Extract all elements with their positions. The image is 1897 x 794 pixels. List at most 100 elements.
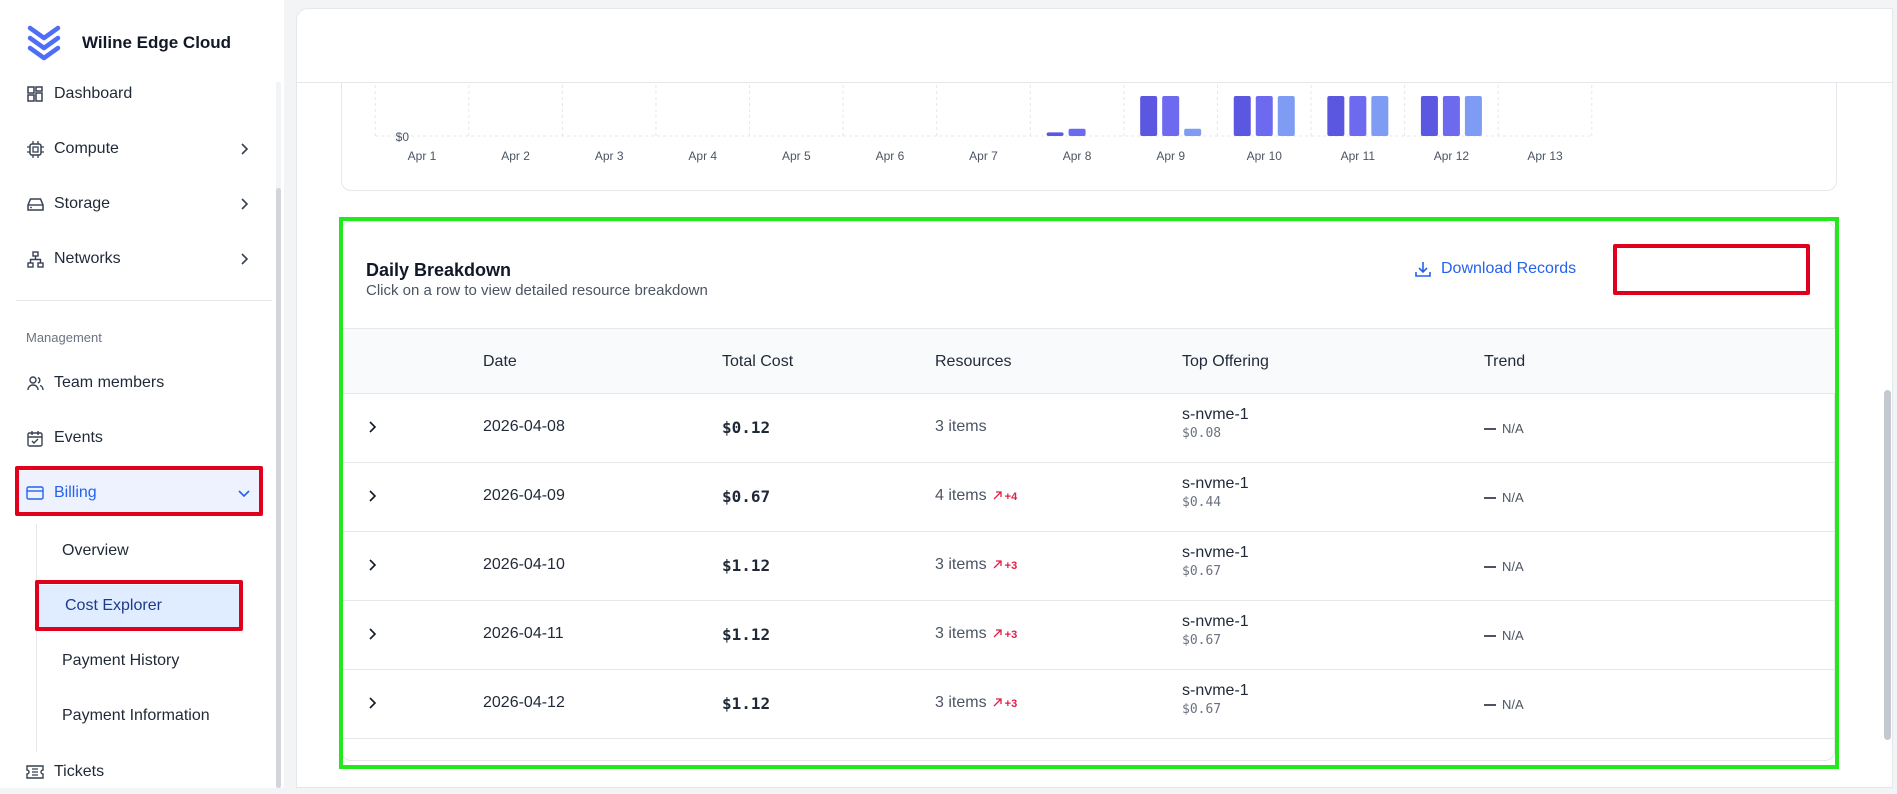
row-resources-count: 3 items xyxy=(935,625,987,642)
chart-bar[interactable] xyxy=(1442,95,1460,136)
chart-bar[interactable] xyxy=(1140,95,1158,136)
row-date: 2026-04-10 xyxy=(483,556,565,573)
chevron-right-icon xyxy=(241,253,249,265)
x-tick-label: Apr 7 xyxy=(969,149,998,163)
row-offering-name: s-nvme-1 xyxy=(1182,613,1249,630)
chart-bar[interactable] xyxy=(1162,95,1180,136)
download-records-button[interactable]: Download Records xyxy=(1414,260,1576,278)
chevron-right-icon[interactable] xyxy=(365,489,379,503)
download-records-label: Download Records xyxy=(1441,260,1577,277)
row-date: 2026-04-12 xyxy=(483,694,565,711)
dash-icon xyxy=(1484,634,1496,637)
chart-bar[interactable] xyxy=(1349,95,1367,136)
sidebar-item-compute[interactable]: Compute xyxy=(16,127,262,171)
chart-bar[interactable] xyxy=(1233,95,1251,136)
row-resources-delta-value: +4 xyxy=(1004,491,1018,503)
ticket-icon xyxy=(26,763,44,781)
chevron-right-icon xyxy=(241,143,249,155)
users-icon xyxy=(26,374,44,392)
row-trend: N/A xyxy=(1484,697,1524,712)
column-header-resources: Resources xyxy=(935,353,1012,370)
sidebar-scrollbar-thumb[interactable] xyxy=(276,188,281,788)
sidebar-section-label: Management xyxy=(26,330,102,345)
table-row[interactable]: 2026-04-10 $1.12 3 items +3 s-nvme-1 $0.67 N/… xyxy=(343,532,1835,601)
row-date: 2026-04-11 xyxy=(483,625,564,642)
sidebar-item-events[interactable]: Events xyxy=(16,416,262,460)
sidebar-item-networks[interactable]: Networks xyxy=(16,237,262,281)
chart-bar[interactable] xyxy=(1420,95,1438,136)
sidebar-item-billing[interactable]: Billing xyxy=(16,471,262,515)
highlight-billing xyxy=(15,466,263,516)
sidebar-item-label: Events xyxy=(54,429,103,446)
row-resources-count: 3 items xyxy=(935,694,987,711)
row-offering-name: s-nvme-1 xyxy=(1182,406,1249,423)
sidebar-subitem-overview[interactable]: Overview xyxy=(46,530,246,572)
main-content: $0 Apr 1 Apr 2 Apr 3 Apr 4 Apr 5 Apr 6 Apr 7 Apr… xyxy=(296,8,1893,788)
row-resources-delta: +3 xyxy=(993,560,1017,572)
chart-bar[interactable] xyxy=(1327,95,1345,136)
chart-bar[interactable] xyxy=(1371,95,1389,136)
cost-bar-chart: $0 Apr 1 Apr 2 Apr 3 Apr 4 Apr 5 Apr 6 Apr 7 Apr… xyxy=(374,49,1593,163)
calendar-icon xyxy=(26,429,44,447)
table-row[interactable]: 2026-04-11 $1.12 3 items +3 s-nvme-1 $0.67 N/… xyxy=(343,601,1835,670)
breakdown-subtitle: Click on a row to view detailed resource… xyxy=(366,282,708,299)
sidebar-divider xyxy=(16,300,272,301)
row-trend: N/A xyxy=(1484,421,1524,436)
sidebar-item-tickets[interactable]: Tickets xyxy=(16,750,262,794)
highlight-daily-breakdown xyxy=(339,217,1839,769)
table-row[interactable]: 2026-04-08 $0.12 3 items s-nvme-1 $0.08 N/A xyxy=(343,394,1835,463)
chart-bar[interactable] xyxy=(1068,128,1086,136)
storage-icon xyxy=(26,195,44,213)
network-icon xyxy=(26,250,44,268)
row-trend-value: N/A xyxy=(1502,421,1524,436)
sidebar-item-team-members[interactable]: Team members xyxy=(16,361,262,405)
row-total-cost: $0.12 xyxy=(722,418,771,437)
arrow-up-right-icon xyxy=(993,629,1002,638)
sidebar-subitem-cost-explorer[interactable]: Cost Explorer xyxy=(39,585,241,627)
sidebar-item-dashboard[interactable]: Dashboard xyxy=(16,72,262,116)
chevron-right-icon[interactable] xyxy=(365,627,379,641)
wiline-logo-icon xyxy=(27,25,61,61)
sidebar-subitem-payment-history[interactable]: Payment History xyxy=(46,640,246,682)
chevron-right-icon[interactable] xyxy=(365,696,379,710)
row-resources: 3 items +3 xyxy=(935,694,1017,712)
arrow-up-right-icon xyxy=(993,560,1002,569)
row-trend-value: N/A xyxy=(1502,490,1524,505)
row-resources-delta: +4 xyxy=(993,491,1018,503)
row-trend: N/A xyxy=(1484,559,1524,574)
row-offering-cost: $0.08 xyxy=(1182,426,1222,441)
chevron-right-icon[interactable] xyxy=(365,558,379,572)
page-scrollbar-thumb[interactable] xyxy=(1884,390,1891,740)
sidebar-item-label: Dashboard xyxy=(54,85,133,102)
chart-bar[interactable] xyxy=(1255,95,1273,136)
column-header-date: Date xyxy=(483,353,517,370)
row-offering-cost: $0.67 xyxy=(1182,633,1222,648)
row-top-offering: s-nvme-1 $0.67 xyxy=(1182,682,1249,717)
x-tick-label: Apr 5 xyxy=(782,149,811,163)
row-resources: 3 items +3 xyxy=(935,556,1017,574)
cpu-icon xyxy=(26,140,44,158)
row-offering-name: s-nvme-1 xyxy=(1182,475,1249,492)
x-tick-label: Apr 9 xyxy=(1156,149,1185,163)
x-tick-label: Apr 11 xyxy=(1341,149,1376,163)
sidebar-subitem-payment-information[interactable]: Payment Information xyxy=(46,695,246,737)
table-row[interactable]: 2026-04-12 $1.12 3 items +3 s-nvme-1 $0.67 N/… xyxy=(343,670,1835,739)
chart-bar[interactable] xyxy=(1046,132,1064,136)
brand[interactable]: Wiline Edge Cloud xyxy=(26,24,231,62)
top-header xyxy=(297,9,1892,83)
sidebar-subitem-label: Cost Explorer xyxy=(65,597,162,614)
sidebar-item-storage[interactable]: Storage xyxy=(16,182,262,226)
chevron-right-icon[interactable] xyxy=(365,420,379,434)
sidebar-item-label: Team members xyxy=(54,374,165,391)
chart-bar[interactable] xyxy=(1184,128,1202,136)
row-offering-name: s-nvme-1 xyxy=(1182,682,1249,699)
row-offering-cost: $0.44 xyxy=(1182,495,1222,510)
dash-icon xyxy=(1484,427,1496,430)
table-row[interactable]: 2026-04-09 $0.67 4 items +4 s-nvme-1 $0.44 N/… xyxy=(343,463,1835,532)
highlight-cost-explorer xyxy=(35,580,243,631)
dash-icon xyxy=(1484,703,1496,706)
chevron-down-icon xyxy=(238,490,250,498)
dash-icon xyxy=(1484,565,1496,568)
chart-bar[interactable] xyxy=(1277,95,1295,136)
chart-bar[interactable] xyxy=(1464,95,1482,136)
